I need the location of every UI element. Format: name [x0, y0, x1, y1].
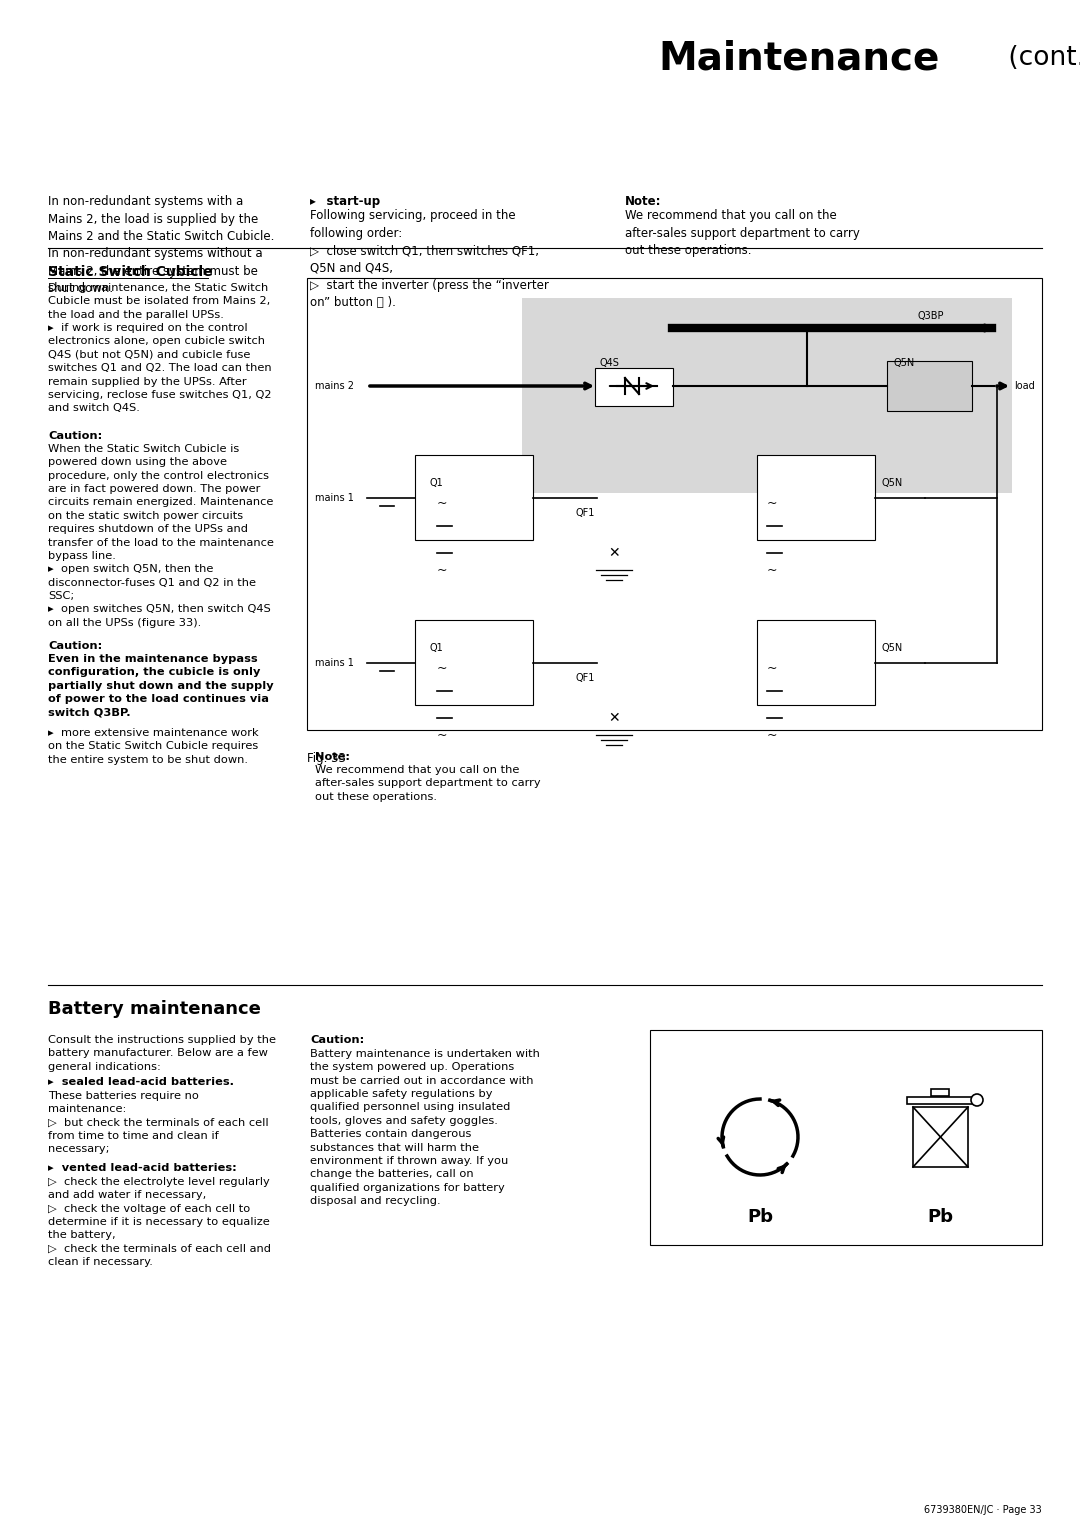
- Text: mains 1: mains 1: [315, 658, 354, 667]
- Text: ~: ~: [437, 661, 447, 675]
- Text: Pb: Pb: [747, 1208, 773, 1226]
- Text: ~: ~: [437, 563, 447, 577]
- Text: ▸  sealed lead-acid batteries.: ▸ sealed lead-acid batteries.: [48, 1077, 234, 1087]
- Text: ~: ~: [767, 728, 778, 742]
- Text: ~: ~: [437, 728, 447, 742]
- Text: ~: ~: [437, 496, 447, 510]
- Text: ▸  vented lead-acid batteries:: ▸ vented lead-acid batteries:: [48, 1164, 237, 1173]
- Bar: [931, 1089, 949, 1096]
- Bar: [650, 1031, 1042, 1245]
- Text: QF1: QF1: [575, 508, 594, 518]
- Text: Q5N: Q5N: [882, 478, 903, 489]
- Text: ▷  check the electrolyte level regularly
and add water if necessary,
▷  check th: ▷ check the electrolyte level regularly …: [48, 1177, 271, 1267]
- Bar: [907, 1096, 974, 1104]
- Text: ✕: ✕: [608, 547, 620, 560]
- Text: load: load: [1014, 382, 1035, 391]
- Text: Battery maintenance is undertaken with
the system powered up. Operations
must be: Battery maintenance is undertaken with t…: [310, 1049, 540, 1206]
- Text: ✕: ✕: [608, 712, 620, 725]
- Text: mains 1: mains 1: [315, 493, 354, 502]
- Text: We recommend that you call on the
after-sales support department to carry
out th: We recommend that you call on the after-…: [625, 209, 860, 257]
- Text: Pb: Pb: [927, 1208, 953, 1226]
- Text: Note:: Note:: [625, 195, 661, 208]
- Text: Following servicing, proceed in the
following order:
▷  close switch Q1, then sw: Following servicing, proceed in the foll…: [310, 209, 549, 310]
- Text: Fig. 33: Fig. 33: [307, 751, 346, 765]
- Text: Q5N: Q5N: [882, 643, 903, 654]
- Bar: [415, 620, 534, 705]
- Text: During maintenance, the Static Switch
Cubicle must be isolated from Mains 2,
the: During maintenance, the Static Switch Cu…: [48, 282, 272, 414]
- Text: Q1: Q1: [429, 478, 443, 489]
- Text: mains 2: mains 2: [315, 382, 354, 391]
- Text: Q1: Q1: [429, 643, 443, 654]
- Text: Battery maintenance: Battery maintenance: [48, 1000, 261, 1019]
- Text: ~: ~: [767, 563, 778, 577]
- Bar: [913, 1107, 968, 1167]
- Text: When the Static Switch Cubicle is
powered down using the above
procedure, only t: When the Static Switch Cubicle is powere…: [48, 444, 274, 628]
- Text: Static Switch Cubicle: Static Switch Cubicle: [48, 266, 213, 279]
- Bar: [415, 455, 534, 541]
- Text: 6739380EN/JC · Page 33: 6739380EN/JC · Page 33: [924, 1506, 1042, 1515]
- Text: Q4S: Q4S: [600, 357, 620, 368]
- Text: These batteries require no
maintenance:
▷  but check the terminals of each cell
: These batteries require no maintenance: …: [48, 1090, 269, 1154]
- Text: Q3BP: Q3BP: [917, 312, 944, 321]
- Text: Q5N: Q5N: [894, 357, 915, 368]
- Bar: [887, 360, 972, 411]
- Text: Caution:: Caution:: [310, 1035, 364, 1044]
- Text: ▸   start-up: ▸ start-up: [310, 195, 380, 208]
- Bar: [757, 455, 875, 541]
- Text: QF1: QF1: [575, 673, 594, 683]
- Bar: [757, 620, 875, 705]
- Text: We recommend that you call on the
after-sales support department to carry
out th: We recommend that you call on the after-…: [315, 765, 541, 802]
- Bar: [307, 278, 1042, 730]
- Bar: [522, 298, 1012, 493]
- Text: Caution:: Caution:: [48, 641, 103, 651]
- Text: ~: ~: [767, 496, 778, 510]
- Circle shape: [971, 1093, 983, 1106]
- Text: In non-redundant systems with a
Mains 2, the load is supplied by the
Mains 2 and: In non-redundant systems with a Mains 2,…: [48, 195, 274, 296]
- Text: ~: ~: [767, 661, 778, 675]
- Text: Note:: Note:: [315, 751, 350, 762]
- Bar: [595, 368, 673, 406]
- Text: Consult the instructions supplied by the
battery manufacturer. Below are a few
g: Consult the instructions supplied by the…: [48, 1035, 276, 1072]
- Text: Even in the maintenance bypass
configuration, the cubicle is only
partially shut: Even in the maintenance bypass configura…: [48, 654, 273, 718]
- Text: (cont.): (cont.): [1000, 44, 1080, 70]
- Text: Caution:: Caution:: [48, 431, 103, 441]
- Text: ▸  more extensive maintenance work
on the Static Switch Cubicle requires
the ent: ▸ more extensive maintenance work on the…: [48, 728, 258, 765]
- Text: Maintenance: Maintenance: [658, 40, 940, 76]
